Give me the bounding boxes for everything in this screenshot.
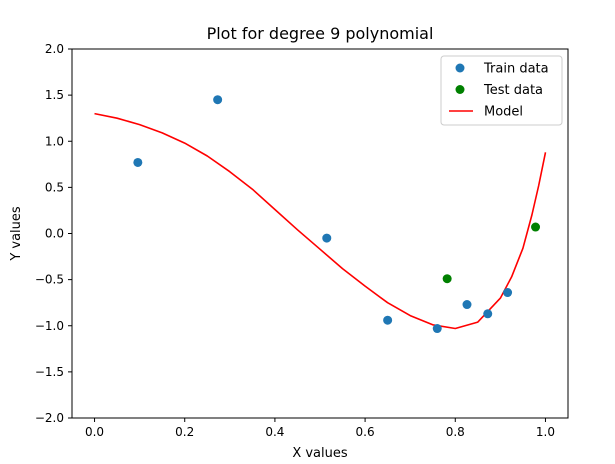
x-tick-label: 0.6: [356, 425, 375, 439]
train-data-point: [432, 324, 442, 334]
train-data-point: [462, 300, 472, 310]
y-tick-label: 0.5: [45, 180, 64, 194]
y-tick-label: 2.0: [45, 42, 64, 56]
y-tick-label: 1.5: [45, 88, 64, 102]
x-axis-label: X values: [292, 446, 348, 461]
train-data-point: [213, 95, 223, 105]
plot-content: [94, 95, 547, 334]
legend: Train data Test data Model: [440, 55, 563, 126]
x-tick-label: 0.2: [175, 425, 194, 439]
y-tick-label: −1.0: [35, 319, 64, 333]
x-tick-label: 1.0: [536, 425, 555, 439]
legend-box: [440, 55, 563, 126]
train-data-point: [503, 288, 513, 298]
y-tick-label: −2.0: [35, 411, 64, 425]
x-tick-label: 0.0: [85, 425, 104, 439]
train-data-point: [133, 157, 143, 167]
x-tick-label: 0.4: [265, 425, 284, 439]
legend-label-test-data: Test data: [483, 83, 543, 98]
chart-title: Plot for degree 9 polynomial: [207, 24, 434, 43]
x-tick-label: 0.8: [446, 425, 465, 439]
legend-label-train-data: Train data: [483, 62, 549, 77]
ticks: 0.0 0.2 0.4 0.6 0.8 1.0 −2.0 −1.5 −1.0 −0.5 0.0 0.5…: [35, 42, 555, 439]
train-data-point: [383, 315, 393, 325]
y-tick-label: −1.5: [35, 365, 64, 379]
y-tick-label: −0.5: [35, 273, 64, 287]
test-data-point: [442, 274, 452, 284]
y-tick-label: 0.0: [45, 227, 64, 241]
legend-marker-train-data: [455, 63, 465, 73]
legend-marker-test-data: [455, 85, 465, 94]
y-axis-label: Y values: [9, 206, 24, 262]
train-data-point: [483, 309, 493, 319]
test-data-point: [531, 222, 541, 232]
legend-label-model: Model: [484, 105, 523, 120]
model-line: [94, 112, 547, 330]
train-data-point: [322, 233, 332, 243]
y-tick-label: 1.0: [45, 134, 64, 148]
